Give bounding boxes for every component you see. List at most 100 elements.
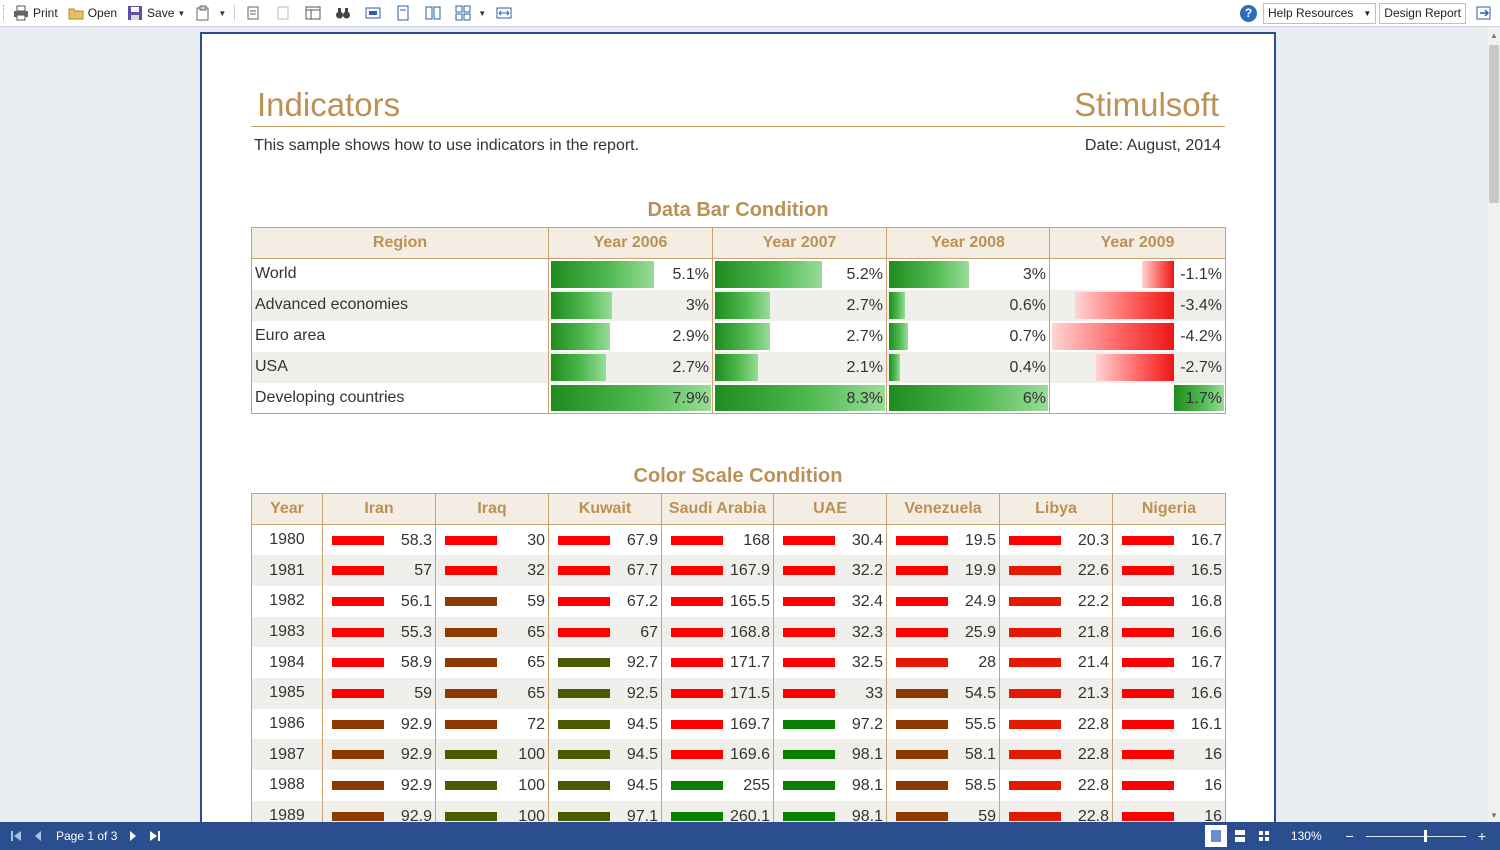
zoom-page-width-button[interactable] bbox=[492, 2, 520, 24]
previous-page-icon[interactable] bbox=[32, 830, 44, 842]
colorscale-cell-inner: 25.9 bbox=[887, 617, 999, 648]
color-indicator bbox=[558, 627, 610, 637]
scroll-up-arrow-icon[interactable]: ▲ bbox=[1490, 31, 1498, 40]
value-label: 92.9 bbox=[400, 715, 432, 733]
toolbar: Print Open Save ▼ ▼ bbox=[0, 0, 1500, 27]
zoom-out-icon[interactable]: − bbox=[1345, 828, 1354, 844]
value-label: 30 bbox=[527, 532, 545, 549]
value-label: 20.3 bbox=[1077, 532, 1109, 549]
column-header: Year 2008 bbox=[886, 227, 1050, 259]
vertical-scrollbar[interactable]: ▲ ▼ bbox=[1486, 27, 1500, 822]
value-label: 22.8 bbox=[1077, 807, 1109, 825]
colorscale-cell: 168 bbox=[661, 524, 774, 556]
colorscale-cell: 32.3 bbox=[773, 616, 887, 648]
save-dropdown-arrow-icon[interactable]: ▼ bbox=[177, 8, 186, 18]
two-pages-icon bbox=[425, 5, 441, 21]
databar-cell: 8.3% bbox=[712, 382, 887, 414]
databar-cell: 0.4% bbox=[886, 351, 1050, 383]
color-indicator bbox=[1122, 750, 1174, 760]
colorscale-cell-inner: 100 bbox=[436, 739, 548, 770]
data-bar-negative bbox=[1142, 261, 1175, 288]
thumbnails-button[interactable] bbox=[301, 2, 329, 24]
open-button[interactable]: Open bbox=[64, 2, 121, 24]
view-multiple-button[interactable] bbox=[1253, 825, 1275, 847]
full-screen-button[interactable] bbox=[361, 2, 389, 24]
value-label: 54.5 bbox=[964, 684, 996, 702]
bookmarks-button[interactable] bbox=[241, 2, 269, 24]
colorscale-cell: 55.3 bbox=[322, 616, 436, 648]
colorscale-cell-inner: 56.1 bbox=[323, 586, 435, 617]
color-indicator bbox=[332, 627, 384, 637]
colorscale-cell-inner: 55.3 bbox=[323, 617, 435, 648]
value-label: 65 bbox=[527, 684, 545, 702]
colorscale-cell-inner: 57 bbox=[323, 555, 435, 586]
first-page-icon[interactable] bbox=[10, 830, 22, 842]
data-bar-negative bbox=[1075, 291, 1175, 319]
multiple-pages-button[interactable]: ▼ bbox=[451, 2, 490, 24]
zoom-slider[interactable] bbox=[1365, 829, 1466, 842]
next-page-icon[interactable] bbox=[127, 830, 139, 842]
colorscale-cell: 171.7 bbox=[661, 647, 774, 678]
colorscale-cell: 22.2 bbox=[999, 585, 1113, 617]
help-resources-dropdown[interactable]: Help Resources ▼ bbox=[1262, 2, 1377, 24]
color-indicator bbox=[1122, 596, 1174, 606]
color-indicator bbox=[445, 596, 497, 606]
colorscale-cell: 20.3 bbox=[999, 524, 1113, 556]
continuous-button[interactable] bbox=[421, 2, 449, 24]
print-button[interactable]: Print bbox=[9, 2, 62, 24]
colorscale-cell: 255 bbox=[661, 770, 774, 801]
databar-section-title: Data Bar Condition bbox=[647, 199, 829, 221]
value-label: 92.7 bbox=[626, 654, 658, 672]
databar-cell: 3% bbox=[548, 289, 713, 321]
zoom-slider-knob[interactable] bbox=[1423, 829, 1427, 842]
value-label: 32 bbox=[527, 562, 545, 580]
send-email-button[interactable]: ▼ bbox=[191, 2, 230, 24]
table-row: 1982 56.1 59 67.2 165.5 32.4 24.9 22.2 16.8 bbox=[251, 585, 1226, 617]
data-bar-positive bbox=[889, 291, 905, 319]
value-label: 167.9 bbox=[729, 562, 770, 580]
region-cell: USA bbox=[251, 351, 549, 383]
scrollbar-thumb[interactable] bbox=[1489, 45, 1499, 203]
value-label: 25.9 bbox=[964, 623, 996, 641]
colorscale-cell: 168.8 bbox=[661, 616, 774, 648]
color-indicator bbox=[783, 719, 835, 729]
databar-cell-inner: -3.4% bbox=[1050, 290, 1225, 321]
colorscale-cell-inner: 22.6 bbox=[1000, 555, 1112, 586]
data-bar-positive bbox=[551, 261, 655, 288]
colorscale-cell-inner: 171.5 bbox=[662, 678, 773, 709]
export-dropdown-arrow-icon[interactable]: ▼ bbox=[218, 8, 227, 18]
colorscale-cell-inner: 92.9 bbox=[323, 709, 435, 740]
year-cell: 1986 bbox=[251, 708, 323, 740]
value-label: 16.6 bbox=[1190, 684, 1222, 702]
help-icon[interactable]: ? bbox=[1239, 4, 1257, 22]
colorscale-cell-inner: 55.5 bbox=[887, 709, 999, 740]
view-single-page-button[interactable] bbox=[1204, 825, 1227, 847]
data-bar-negative bbox=[1095, 353, 1175, 381]
color-indicator bbox=[1122, 566, 1174, 576]
view-mode-dropdown-arrow-icon[interactable]: ▼ bbox=[478, 8, 487, 18]
value-label: 97.1 bbox=[626, 807, 658, 825]
color-indicator bbox=[896, 536, 948, 545]
zoom-in-icon[interactable]: + bbox=[1477, 828, 1486, 844]
toolbar-grip[interactable] bbox=[3, 5, 7, 21]
colorscale-cell: 16.7 bbox=[1112, 524, 1226, 556]
scroll-down-arrow-icon[interactable]: ▼ bbox=[1490, 811, 1498, 820]
view-continuous-button[interactable] bbox=[1229, 825, 1251, 847]
colorscale-cell-inner: 22.8 bbox=[1000, 770, 1112, 801]
colorscale-cell: 22.8 bbox=[999, 770, 1113, 801]
colorscale-cell-inner: 97.2 bbox=[774, 709, 886, 740]
save-button[interactable]: Save ▼ bbox=[123, 2, 189, 24]
colorscale-cell-inner: 32.5 bbox=[774, 647, 886, 678]
colorscale-cell-inner: 67 bbox=[549, 617, 661, 648]
folder-icon bbox=[68, 5, 84, 21]
single-page-button[interactable] bbox=[391, 2, 419, 24]
table-row: 1983 55.3 65 67 168.8 32.3 25.9 21.8 16.6 bbox=[251, 616, 1226, 648]
find-button[interactable] bbox=[331, 2, 359, 24]
design-report-button[interactable]: Design Report bbox=[1379, 2, 1466, 24]
last-page-icon[interactable] bbox=[149, 830, 161, 842]
exit-button[interactable] bbox=[1472, 2, 1500, 24]
parameters-button[interactable] bbox=[271, 2, 299, 24]
colorscale-cell: 92.5 bbox=[548, 677, 662, 709]
exit-icon bbox=[1476, 5, 1492, 21]
colorscale-cell: 67.7 bbox=[548, 555, 662, 586]
